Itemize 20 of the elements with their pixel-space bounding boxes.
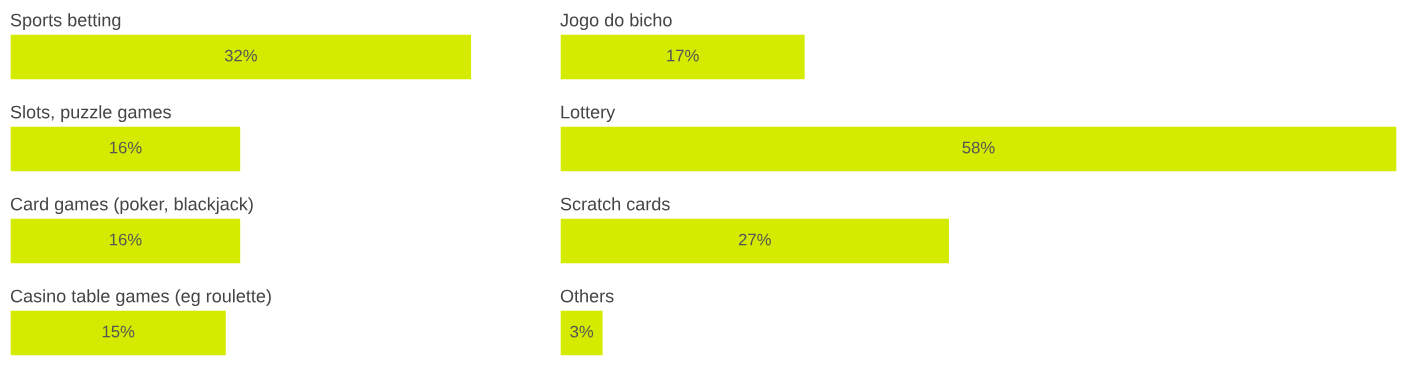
y-tick-label: Jogo do bicho: [560, 13, 672, 30]
data-label: 32%: [224, 49, 257, 62]
y-tick-label: Scratch cards: [560, 197, 670, 211]
y-tick-label: Lottery: [561, 105, 616, 122]
bar: [560, 33, 807, 81]
y-tick-label: Others: [560, 289, 614, 303]
data-label: 15%: [102, 325, 135, 338]
data-label: 17%: [667, 49, 699, 62]
y-tick-label: Casino table games (eg roulette): [10, 289, 271, 306]
data-label: 58%: [962, 141, 995, 154]
data-label: 27%: [738, 233, 771, 246]
y-tick-label: Card games (poker, blackjack): [10, 197, 253, 214]
bar: [560, 217, 951, 265]
bar: [560, 125, 1398, 173]
data-label: 16%: [110, 141, 142, 154]
y-tick-label: Sports betting: [10, 13, 121, 30]
bar: [560, 309, 604, 357]
data-label: 16%: [110, 233, 142, 246]
data-label: 3%: [570, 325, 594, 338]
y-tick-label: Slots, puzzle games: [10, 105, 171, 122]
